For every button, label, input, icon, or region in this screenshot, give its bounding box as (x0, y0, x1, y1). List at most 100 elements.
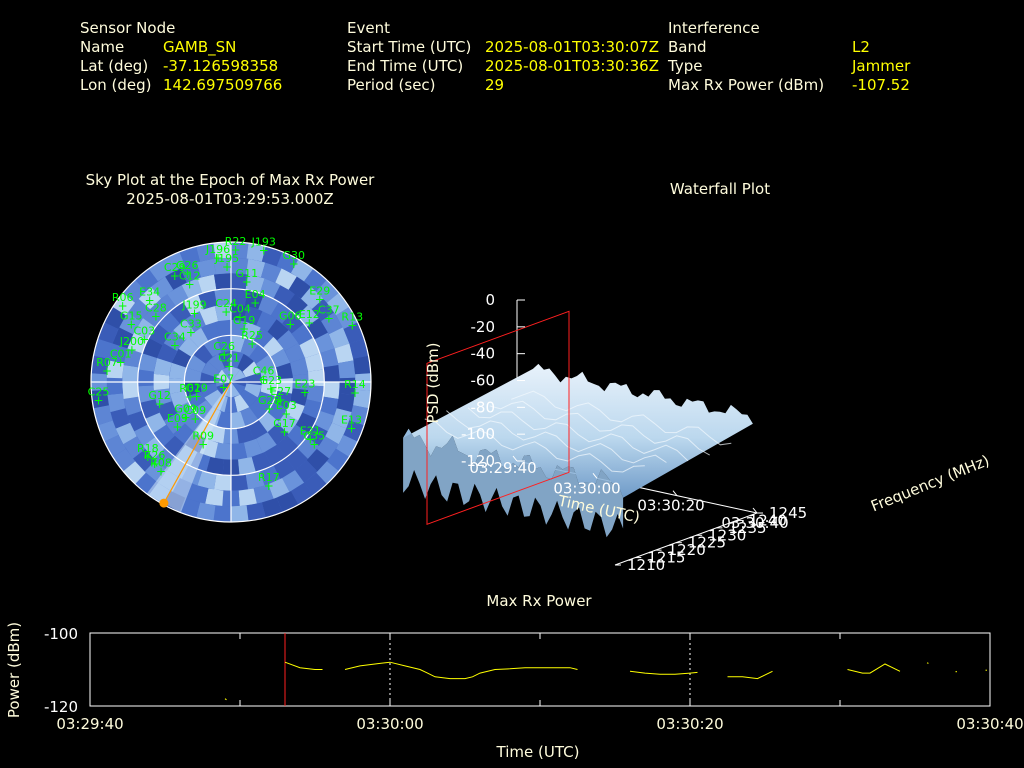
satellite-label: G06 (279, 310, 302, 323)
satellite-label: R18 (137, 442, 159, 455)
y-tick-label: 1225 (688, 534, 726, 552)
sky-heatmap-cell (200, 383, 218, 398)
satellite-marker: + (192, 390, 202, 404)
sky-heatmap-cell (214, 288, 231, 306)
satellite-label: R06 (112, 291, 134, 304)
satellite-marker: + (279, 425, 289, 439)
satellite-r09: +R09 (192, 430, 214, 452)
sky-heatmap-cell (213, 505, 231, 522)
sky-heatmap-cell (180, 262, 201, 283)
satellite-marker: + (93, 394, 103, 408)
sky-heatmap-cell (157, 401, 178, 421)
sky-heatmap-cell (277, 330, 299, 351)
satellite-label: E09 (167, 412, 188, 425)
sky-heatmap-cell (328, 327, 350, 349)
sky-heatmap-cell (243, 438, 263, 459)
sky-heatmap-cell (259, 465, 281, 486)
sky-heatmap-cell (142, 337, 163, 358)
sky-heatmap-cell (231, 350, 244, 368)
sky-heatmap-cell (115, 422, 137, 445)
satellite-r17: +R17 (258, 471, 280, 493)
x-tick (752, 507, 758, 514)
sky-heatmap-cell (183, 411, 204, 433)
satellite-marker: + (309, 438, 319, 452)
z-tick-label: -80 (471, 398, 496, 416)
satellite-c37: +C37 (318, 303, 340, 325)
sky-heatmap-cell (215, 319, 231, 337)
sky-heatmap-cell (231, 382, 246, 395)
z-tick-label: -20 (471, 318, 496, 336)
sky-heatmap-cell (248, 419, 268, 440)
y-tick-label: 1245 (769, 504, 807, 522)
sky-heatmap-cell (326, 292, 350, 316)
satellite-label: C35 (303, 430, 325, 443)
satellite-e13: +E13 (341, 413, 362, 435)
sky-heatmap-cell (270, 301, 293, 324)
sky-heatmap-cell (323, 382, 340, 399)
sky-heatmap-cell (268, 478, 290, 499)
sky-heatmap-cell (221, 366, 231, 382)
interference-power-value: -107.52 (852, 76, 910, 94)
satellite-label: J199 (181, 298, 206, 311)
event-period-value: 29 (485, 76, 505, 94)
satellite-label: E27 (270, 385, 291, 398)
sky-heatmap-cell (323, 365, 340, 382)
satellite-e03: +E03 (276, 399, 297, 421)
satellite-marker: + (185, 278, 195, 292)
satellite-marker: + (347, 318, 357, 332)
x-tick (512, 455, 518, 462)
satellite-marker: + (185, 390, 195, 404)
satellite-label: C04 (229, 302, 251, 315)
sky-heatmap-cell (231, 369, 246, 382)
satellite-marker: + (324, 311, 334, 325)
event-start-value: 2025-08-01T03:30:07Z (485, 38, 659, 56)
event-title: Event (347, 19, 390, 37)
satellite-j199: +J199 (181, 298, 206, 320)
satellite-e09: +E09 (167, 412, 188, 434)
sky-heatmap-cell (249, 344, 269, 364)
sky-heatmap-cell (336, 307, 358, 329)
y-tick-label: 1215 (647, 549, 685, 567)
sky-heatmap-cell (325, 422, 347, 445)
sky-heatmap-cell (148, 259, 171, 282)
sky-heatmap-cell (213, 242, 231, 259)
satellite-label: E13 (341, 413, 362, 426)
sky-heatmap-cell (314, 410, 335, 432)
satellite-c12: +C12 (179, 270, 201, 292)
satellite-marker: + (239, 322, 249, 336)
sky-heatmap-cell (165, 268, 187, 290)
satellite-label: E03 (276, 399, 297, 412)
sky-heatmap-cell (258, 294, 279, 316)
satellite-r25: +R25 (241, 329, 263, 351)
x-tick (592, 473, 598, 479)
satellite-g19: +G19 (233, 314, 256, 336)
satellite-r08: +R08 (150, 456, 172, 478)
satellite-label: G19 (233, 314, 256, 327)
satellite-c29: +C29 (164, 261, 186, 283)
sky-heatmap-cell (262, 336, 284, 357)
satellite-label: C21 (218, 352, 240, 365)
sky-heatmap-cell (245, 274, 265, 294)
satellite-label: R17 (258, 471, 280, 484)
sky-heatmap-cell (273, 457, 295, 479)
sky-heatmap-cell (153, 424, 175, 447)
sky-heatmap-cell (196, 243, 216, 262)
sky-heatmap-cell (199, 305, 219, 326)
satellite-g09: +G09 (174, 402, 197, 424)
sky-heatmap-cell (112, 327, 134, 349)
satellite-marker: + (151, 310, 161, 324)
sky-heatmap-cell (123, 396, 143, 416)
sky-heatmap-cell (196, 502, 216, 521)
sky-heatmap-cell (253, 327, 274, 348)
sky-heatmap-cell (240, 337, 259, 357)
satellite-label: G17 (273, 417, 296, 430)
power-series-segment (629, 670, 698, 675)
satellite-c33: +C33 (180, 317, 202, 339)
sky-heatmap-cell (256, 391, 276, 410)
sky-heatmap-cell (107, 393, 126, 413)
event-end-label: End Time (UTC) (347, 57, 464, 75)
satellite-marker: + (139, 333, 149, 347)
power-y-tick-label: -100 (44, 625, 78, 643)
sky-heatmap-cell (267, 401, 288, 422)
sky-heatmap-cell (91, 389, 109, 409)
